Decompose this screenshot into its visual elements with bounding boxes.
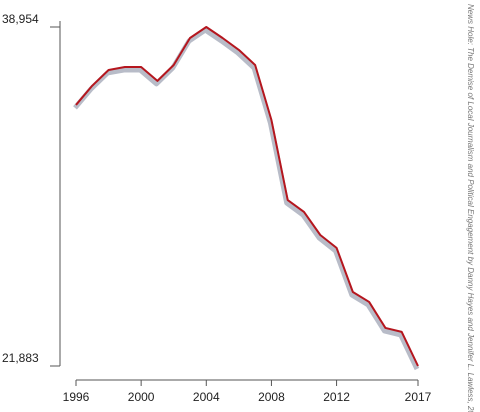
x-tick-label: 2000: [128, 390, 155, 404]
x-tick-label: 2004: [193, 390, 220, 404]
x-tick-label: 2008: [258, 390, 285, 404]
x-tick-label: 1996: [63, 390, 90, 404]
line: [75, 26, 419, 367]
line-shadow: [73, 27, 420, 371]
source-note: News Hole: The Demise of Local Journalis…: [466, 4, 475, 412]
y-tick-label: 38,954: [2, 12, 39, 26]
x-tick-label: 2012: [323, 390, 350, 404]
x-tick-label: 2017: [405, 390, 432, 404]
y-tick-label: 21,883: [2, 351, 39, 365]
